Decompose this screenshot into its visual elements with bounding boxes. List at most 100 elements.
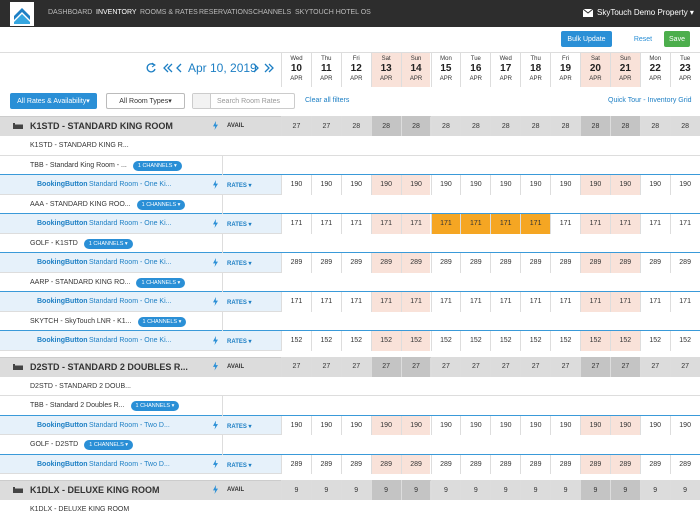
grid-cell[interactable]: 27 [639,356,670,377]
grid-cell[interactable]: 152 [520,331,551,351]
rates-label[interactable]: RATES [227,423,252,430]
grid-cell[interactable]: 171 [310,292,341,312]
grid-cell[interactable]: 190 [580,415,610,435]
grid-cell[interactable]: 190 [370,415,401,435]
grid-cell[interactable]: 190 [490,415,521,435]
grid-cell[interactable]: 9 [310,480,341,500]
grid-cell[interactable]: 171 [310,214,341,234]
grid-cell[interactable]: 190 [669,415,700,435]
grid-cell[interactable]: 9 [400,480,431,500]
grid-cell[interactable]: 289 [460,454,491,474]
grid-cell[interactable]: 171 [430,214,461,234]
grid-cell[interactable]: 190 [281,175,311,195]
rates-label[interactable]: RATES [227,182,252,189]
nav-item[interactable]: ROOMS & RATES [140,9,198,16]
grid-cell[interactable]: 289 [550,253,580,273]
grid-cell[interactable]: 289 [310,454,341,474]
grid-cell[interactable]: 289 [580,253,610,273]
grid-cell[interactable]: 9 [430,480,461,500]
rates-label[interactable]: RATES [227,221,252,228]
property-menu[interactable]: SkyTouch Demo Property [597,8,694,17]
grid-cell[interactable]: 190 [580,175,610,195]
grid-cell[interactable]: 28 [639,116,670,136]
grid-cell[interactable]: 9 [370,480,401,500]
channels-badge[interactable]: 1 CHANNELS [137,316,187,327]
grid-cell[interactable]: 152 [310,331,341,351]
grid-cell[interactable]: 289 [340,253,371,273]
grid-cell[interactable]: 190 [400,175,431,195]
grid-cell[interactable]: 190 [669,175,700,195]
grid-cell[interactable]: 152 [460,331,491,351]
grid-cell[interactable]: 190 [639,415,670,435]
grid-cell[interactable]: 171 [370,214,401,234]
grid-cell[interactable]: 171 [370,292,401,312]
grid-cell[interactable]: 27 [490,356,521,377]
grid-cell[interactable]: 190 [639,175,670,195]
grid-cell[interactable]: 289 [669,454,700,474]
grid-cell[interactable]: 190 [340,175,371,195]
grid-cell[interactable]: 152 [281,331,311,351]
grid-cell[interactable]: 27 [281,116,311,136]
grid-cell[interactable]: 27 [310,116,341,136]
grid-cell[interactable]: 9 [669,480,700,500]
room-type-filter[interactable]: All Room Types [106,93,185,109]
nav-item[interactable]: CHANNELS [253,9,292,16]
grid-cell[interactable]: 289 [520,253,551,273]
rates-label[interactable]: RATES [227,299,252,306]
grid-cell[interactable]: 171 [520,214,551,234]
grid-cell[interactable]: 152 [639,331,670,351]
grid-cell[interactable]: 289 [370,253,401,273]
grid-cell[interactable]: 152 [609,331,640,351]
quick-tour[interactable]: Quick Tour - Inventory Grid [608,97,692,104]
grid-cell[interactable]: 9 [520,480,551,500]
grid-cell[interactable]: 289 [609,454,640,474]
grid-cell[interactable]: 28 [490,116,521,136]
grid-cell[interactable]: 289 [490,454,521,474]
grid-cell[interactable]: 27 [460,356,491,377]
channels-badge[interactable]: 1 CHANNELS [136,199,186,210]
rates-filter[interactable]: All Rates & Availability [10,93,97,109]
grid-cell[interactable]: 27 [550,356,580,377]
grid-cell[interactable]: 9 [340,480,371,500]
grid-cell[interactable]: 171 [580,214,610,234]
grid-cell[interactable]: 171 [639,292,670,312]
grid-cell[interactable]: 152 [550,331,580,351]
grid-cell[interactable]: 289 [460,253,491,273]
nav-item[interactable]: INVENTORY [96,9,137,16]
grid-cell[interactable]: 190 [370,175,401,195]
channels-badge[interactable]: 1 CHANNELS [83,238,133,249]
grid-cell[interactable]: 289 [430,253,461,273]
grid-cell[interactable]: 289 [609,253,640,273]
grid-cell[interactable]: 289 [370,454,401,474]
grid-cell[interactable]: 190 [430,175,461,195]
grid-cell[interactable]: 27 [310,356,341,377]
grid-cell[interactable]: 9 [580,480,610,500]
grid-cell[interactable]: 28 [550,116,580,136]
grid-cell[interactable]: 289 [310,253,341,273]
grid-cell[interactable]: 9 [460,480,491,500]
grid-cell[interactable]: 28 [520,116,551,136]
grid-cell[interactable]: 9 [639,480,670,500]
grid-cell[interactable]: 152 [580,331,610,351]
grid-cell[interactable]: 190 [430,415,461,435]
clear-filters[interactable]: Clear all filters [305,97,350,104]
grid-cell[interactable]: 28 [400,116,431,136]
current-date[interactable]: Apr 10, 2019 [188,61,257,75]
grid-cell[interactable]: 152 [669,331,700,351]
rates-label[interactable]: RATES [227,338,252,345]
grid-cell[interactable]: 27 [281,356,311,377]
grid-cell[interactable]: 171 [609,292,640,312]
grid-cell[interactable]: 27 [609,356,640,377]
grid-cell[interactable]: 28 [340,116,371,136]
grid-cell[interactable]: 152 [370,331,401,351]
grid-cell[interactable]: 9 [550,480,580,500]
grid-cell[interactable]: 190 [400,415,431,435]
grid-cell[interactable]: 190 [490,175,521,195]
channels-badge[interactable]: 1 CHANNELS [132,160,182,171]
channels-badge[interactable]: 1 CHANNELS [130,401,180,411]
channels-badge[interactable]: 1 CHANNELS [84,440,134,450]
grid-cell[interactable]: 289 [580,454,610,474]
grid-cell[interactable]: 190 [609,415,640,435]
grid-cell[interactable]: 190 [550,175,580,195]
grid-cell[interactable]: 289 [490,253,521,273]
